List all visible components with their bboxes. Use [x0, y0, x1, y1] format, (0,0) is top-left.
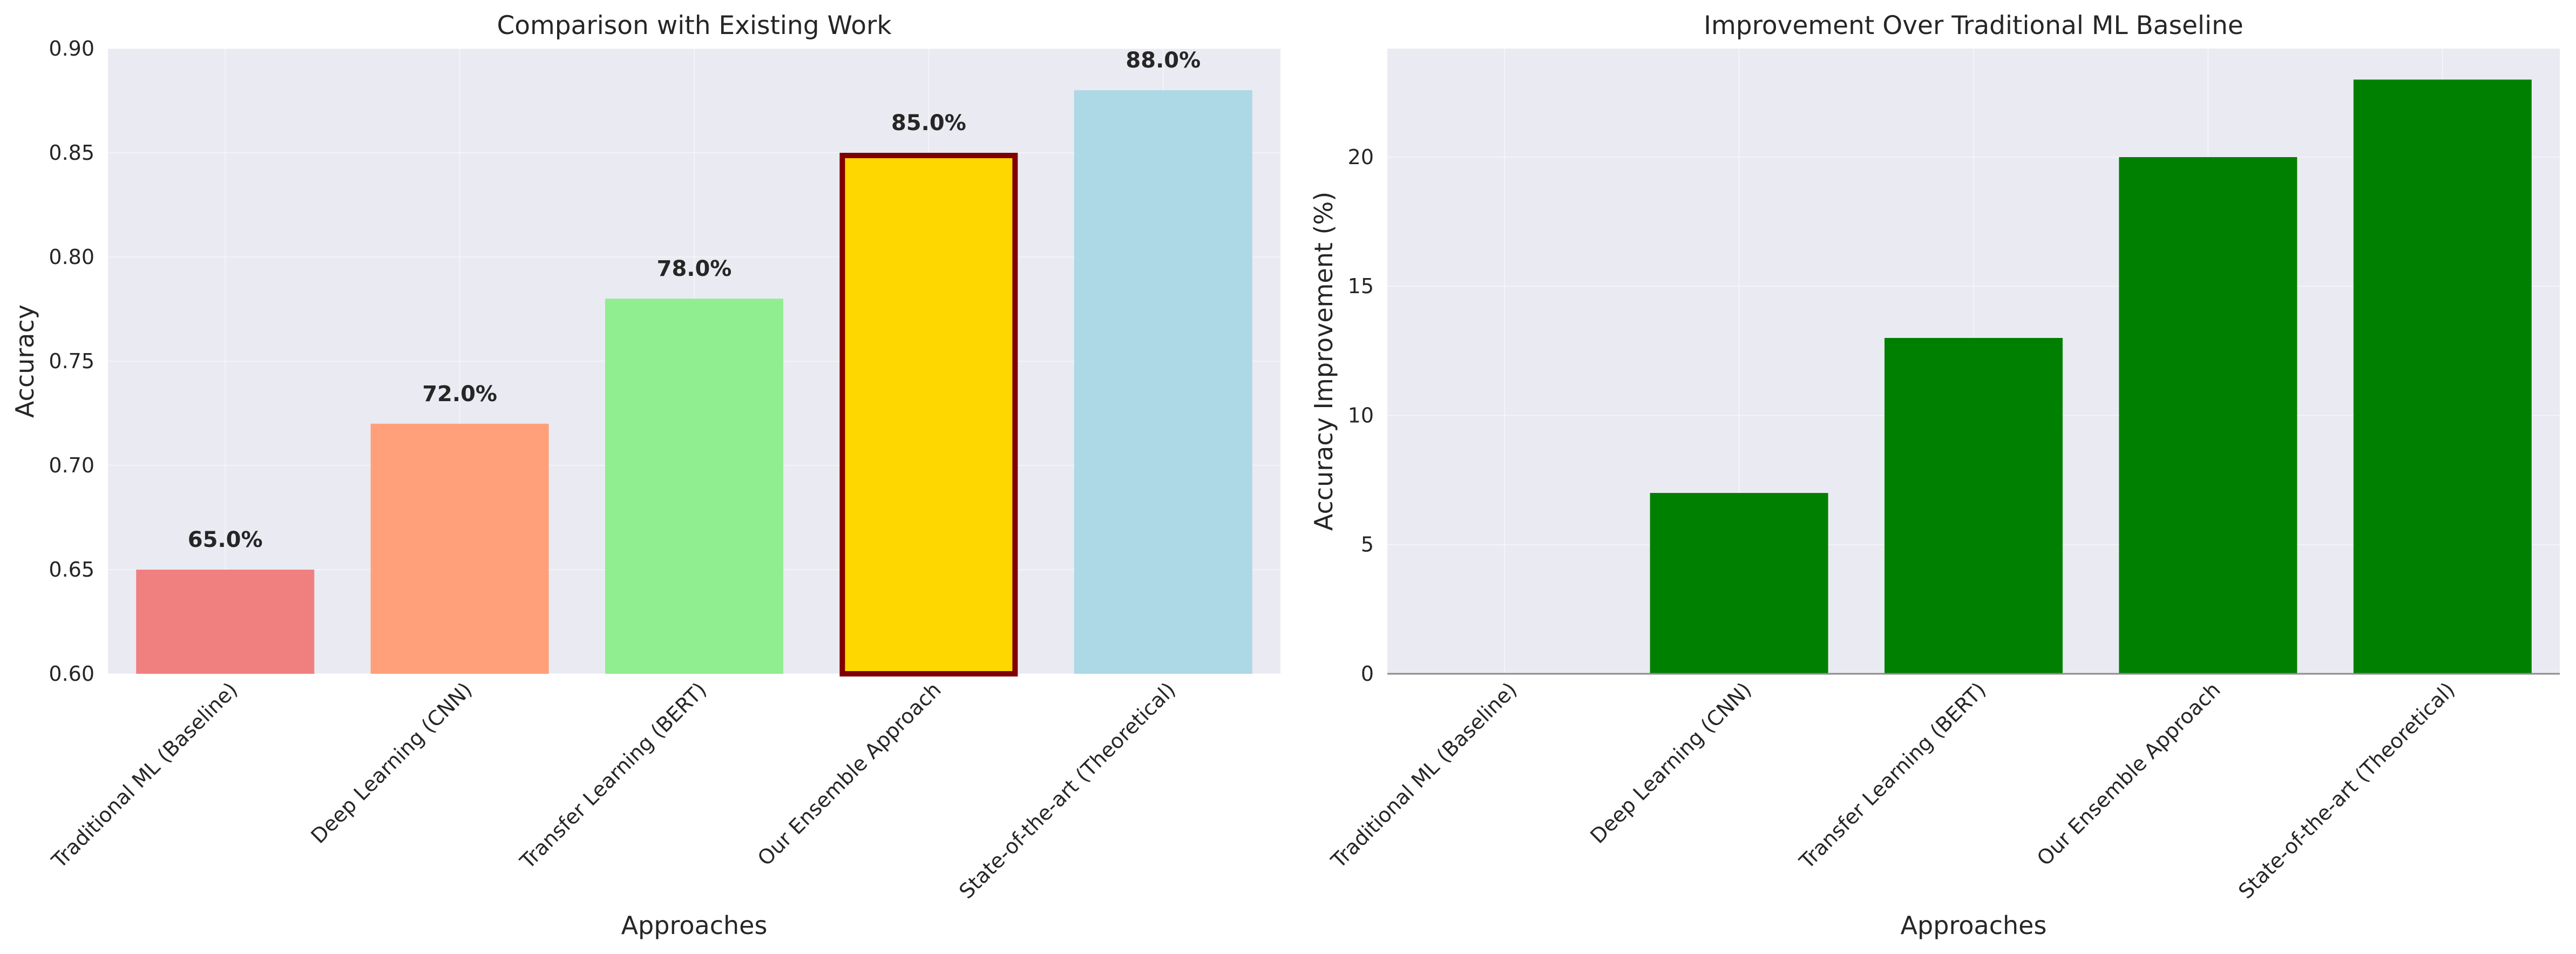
y-ticks-right: 0 5 10 15 20: [1348, 145, 1374, 686]
x-tick-label: Traditional ML (Baseline): [47, 678, 242, 873]
chart-title-right: Improvement Over Traditional ML Baseline: [1704, 11, 2243, 40]
x-tick-label: State-of-the-art (Theoretical): [2234, 678, 2459, 903]
y-axis-label-right: Accuracy Improvement (%): [1309, 192, 1338, 531]
data-label: 88.0%: [1126, 48, 1201, 73]
chart-title-left: Comparison with Existing Work: [497, 11, 892, 40]
x-tick-label: Traditional ML (Baseline): [1326, 678, 1522, 873]
y-tick-label: 10: [1348, 403, 1374, 427]
y-tick-label: 0.60: [49, 662, 94, 686]
bar-transfer-learning-bert: [605, 299, 783, 674]
x-tick-label: Deep Learning (CNN): [306, 678, 477, 848]
bar-deep-learning-cnn: [1650, 493, 1828, 674]
bar-state-of-the-art-theoretical: [1074, 90, 1252, 674]
y-tick-label: 0: [1361, 662, 1374, 686]
x-tick-label: Deep Learning (CNN): [1585, 678, 1756, 848]
bar-traditional-ml-baseline: [136, 570, 315, 674]
y-tick-label: 15: [1348, 274, 1374, 298]
x-tick-label: State-of-the-art (Theoretical): [954, 678, 1180, 903]
x-axis-label-right: Approaches: [1901, 911, 2047, 940]
chart-comparison: 65.0%72.0%78.0%85.0%88.0% 0.600.650.700.…: [10, 11, 1280, 940]
bars-left: [136, 90, 1252, 676]
data-label: 72.0%: [422, 382, 497, 407]
x-axis-label-left: Approaches: [621, 911, 768, 940]
bar-state-of-the-art-theoretical: [2353, 79, 2532, 674]
bars-right: [1387, 79, 2560, 675]
data-labels-left: 65.0% 72.0% 78.0% 85.0% 88.0%: [188, 48, 1201, 552]
y-ticks-left: 0.60 0.65 0.70 0.75 0.80 0.85 0.90: [49, 37, 94, 686]
data-label: 85.0%: [891, 111, 966, 136]
bar-our-ensemble-approach: [839, 153, 1018, 676]
bar-transfer-learning-bert: [1884, 337, 2063, 674]
x-ticks-left: Traditional ML (Baseline) Deep Learning (…: [47, 678, 1180, 903]
data-label: 78.0%: [657, 256, 732, 281]
y-tick-label: 0.70: [49, 454, 94, 477]
y-tick-label: 0.65: [49, 558, 94, 581]
data-label: 65.0%: [188, 527, 263, 552]
x-tick-label: Transfer Learning (BERT): [515, 678, 711, 874]
x-tick-label: Our Ensemble Approach: [753, 678, 946, 870]
y-tick-label: 0.85: [49, 141, 94, 165]
y-axis-label-left: Accuracy: [10, 305, 39, 418]
x-tick-label: Our Ensemble Approach: [2032, 678, 2225, 870]
y-tick-label: 5: [1361, 533, 1374, 557]
y-tick-label: 20: [1348, 145, 1374, 169]
y-tick-label: 0.90: [49, 37, 94, 60]
chart-improvement: 0 5 10 15 20 Traditional ML (Baseline) Deep L…: [1309, 11, 2560, 940]
y-tick-label: 0.80: [49, 245, 94, 269]
bar-our-ensemble-approach: [2119, 157, 2297, 674]
x-ticks-right: Traditional ML (Baseline) Deep Learning (…: [1326, 678, 2459, 903]
bar-deep-learning-cnn: [370, 423, 549, 674]
x-tick-label: Transfer Learning (BERT): [1794, 678, 1990, 874]
y-tick-label: 0.75: [49, 349, 94, 373]
